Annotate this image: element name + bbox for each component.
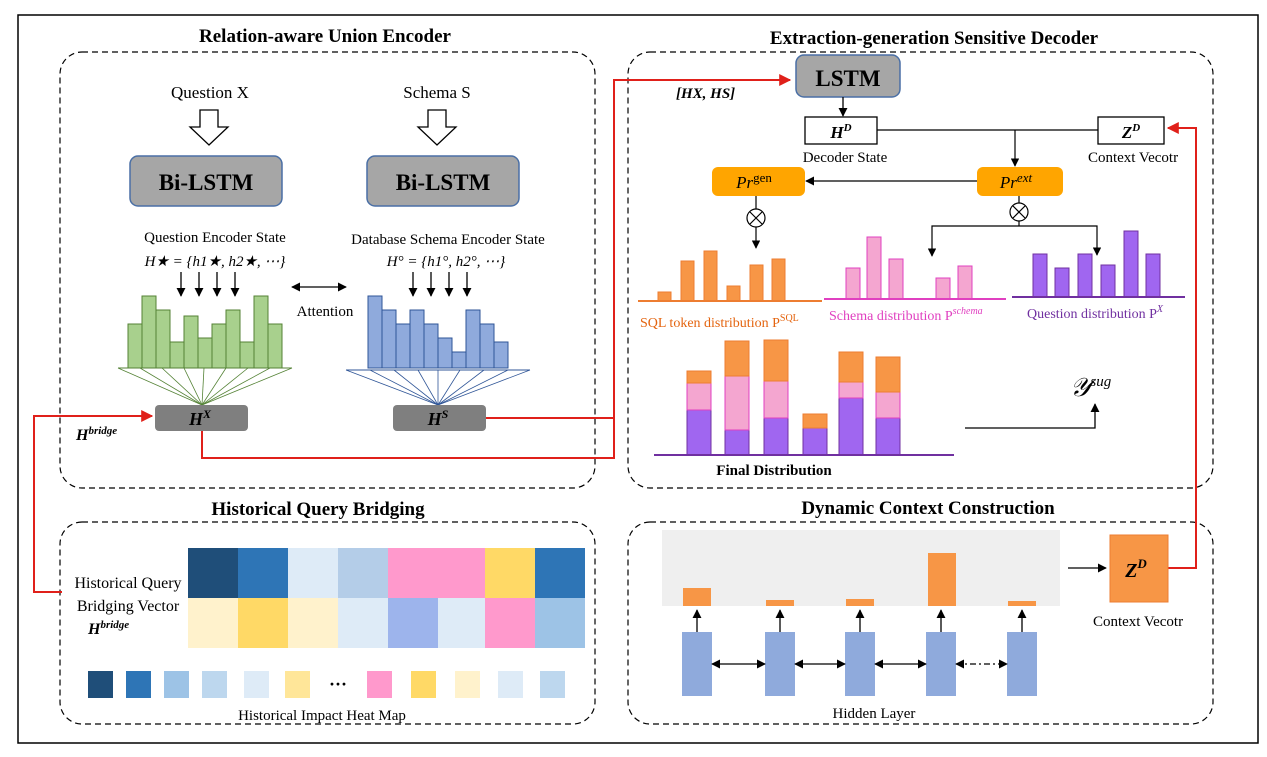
hidden-to-weight-arrows: [692, 609, 1027, 632]
schema-label: Schema S: [403, 83, 471, 102]
final-dist-label: Final Distribution: [716, 463, 832, 479]
ysug-label: 𝒴sug: [1070, 373, 1112, 402]
zd-context-label: ZD: [1124, 556, 1147, 582]
pr-gen-label: Prgen: [735, 170, 772, 192]
context-panel: [627, 521, 1214, 725]
question-state-label: Question Encoder State: [144, 230, 286, 246]
bridging-vector-label-line1: Historical Query: [74, 575, 181, 592]
decoder-input-label: [HX, HS]: [676, 86, 735, 102]
encoder-title: Relation-aware Union Encoder: [199, 26, 451, 47]
question-dist-bars: [1032, 230, 1161, 298]
bilstm-right-box: [366, 155, 520, 207]
sql-dist-label: SQL token distribution PSQL: [640, 313, 799, 331]
attention-weight-bars: [683, 553, 1036, 606]
hidden-layer-label: Hidden Layer: [833, 706, 916, 722]
question-down-arrow-icon: [188, 109, 230, 146]
pr-gen-box: [712, 167, 805, 196]
question-fan-lines: [117, 367, 293, 406]
decoder-state-label: Decoder State: [803, 150, 888, 166]
schema-state-bars: [367, 295, 509, 369]
schema-state-label: Database Schema Encoder State: [351, 232, 545, 248]
zd-decoder-label: ZD: [1121, 122, 1140, 142]
schema-down-arrow-icon: [416, 109, 458, 146]
schema-state-formula: H° = {h1°, h2°, ⋯}: [386, 254, 505, 270]
hx-box: [155, 405, 248, 431]
heatmap-label: Historical Impact Heat Map: [238, 708, 406, 724]
context-title: Dynamic Context Construction: [801, 498, 1055, 519]
sql-dist-bars: [657, 250, 786, 302]
ext-split-arrows: [927, 225, 1102, 257]
red-connectors: [33, 74, 1197, 593]
gen-multiply-cross: [749, 211, 763, 225]
bilstm-left-label: Bi-LSTM: [159, 170, 254, 195]
decoder-title: Extraction-generation Sensitive Decoder: [770, 28, 1099, 49]
hidden-layer-cells: [682, 632, 1037, 696]
context-vector-label: Context Vecotr: [1093, 614, 1183, 630]
bilstm-right-label: Bi-LSTM: [396, 170, 491, 195]
hx-label: HX: [188, 407, 212, 429]
attention-weights-panel: [662, 530, 1060, 606]
pr-ext-box: [977, 167, 1063, 196]
heatmap-ellipsis: ···: [329, 674, 347, 694]
final-dist-bars: [686, 339, 901, 456]
bridging-vector-heatmap: [188, 548, 585, 648]
hs-label: HS: [427, 407, 449, 429]
bilstm-left-box: [129, 155, 283, 207]
schema-fan-lines: [345, 369, 531, 406]
schema-dist-label: Schema distribution Pschema: [829, 306, 983, 324]
lstm-box: [795, 54, 901, 98]
question-dist-label: Question distribution PX: [1027, 304, 1164, 322]
question-state-formula: H★ = {h1★, h2★, ⋯}: [144, 254, 286, 270]
hd-label: HD: [829, 122, 851, 142]
hs-box: [393, 405, 486, 431]
bridging-vector-label-line2: Bridging Vector: [77, 598, 180, 615]
schema-dist-bars: [845, 236, 973, 300]
attention-label: Attention: [297, 304, 354, 320]
bridging-panel: [59, 521, 596, 725]
question-input-arrows: [176, 272, 472, 297]
decoder-context-vector-label: Context Vecotr: [1088, 150, 1178, 166]
lstm-label: LSTM: [815, 66, 880, 91]
zd-decoder-box: [1097, 116, 1165, 145]
outer-frame: [17, 14, 1259, 744]
zd-context-box: [1109, 534, 1169, 603]
pr-ext-label: Prext: [999, 170, 1033, 192]
bridging-hbridge-label: Hbridge: [87, 619, 129, 638]
bridging-title: Historical Query Bridging: [211, 499, 425, 520]
question-label: Question X: [171, 83, 249, 102]
question-state-bars: [127, 295, 283, 369]
impact-heat-map-swatches: [88, 671, 565, 698]
encoder-panel: [59, 51, 596, 489]
final-to-ysug-arrow: [965, 403, 1100, 429]
decoder-panel: [627, 51, 1214, 489]
hbridge-encoder-label: Hbridge: [75, 425, 117, 444]
ext-multiply-cross: [1012, 205, 1026, 219]
